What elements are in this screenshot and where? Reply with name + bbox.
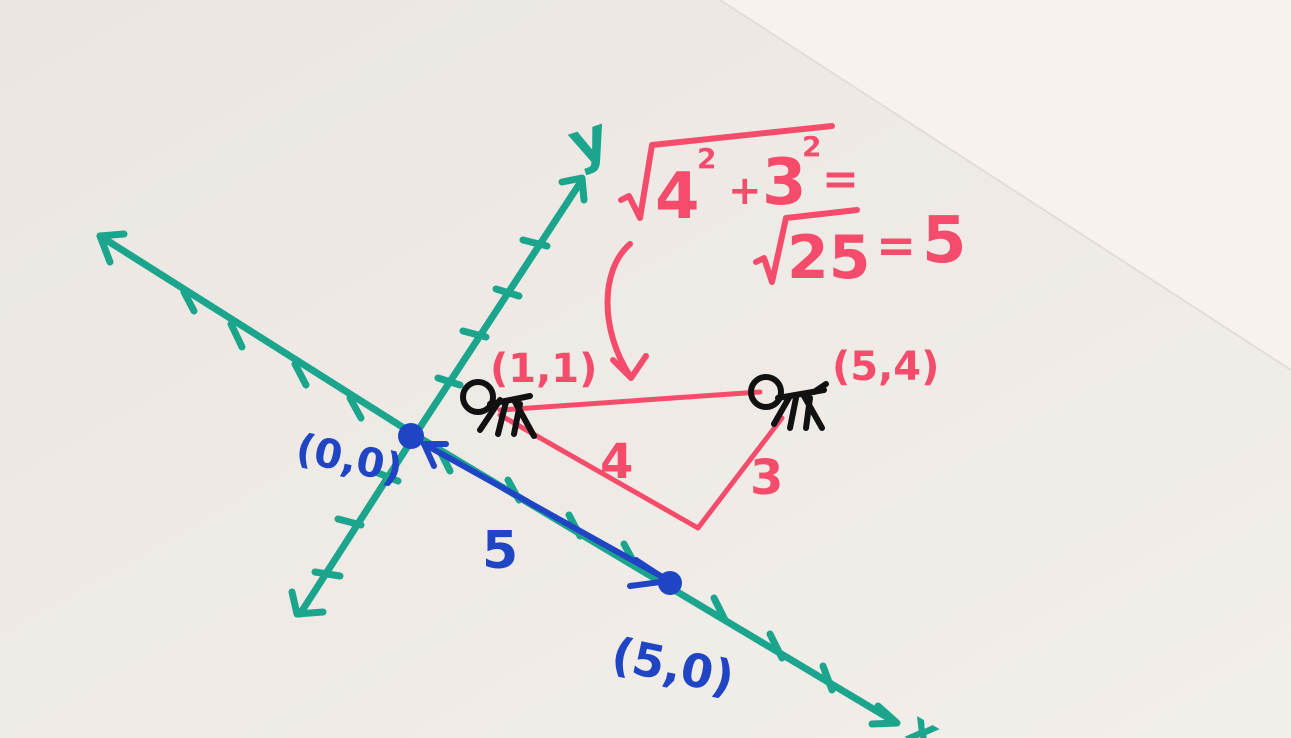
y-axis-arrow-top [558,174,588,204]
formula-radicand-25: 25 [787,223,871,293]
stick-figure-icon [460,379,537,439]
formula-term-3: 3 [762,146,807,220]
radical-sign-1 [618,123,835,221]
pythagorean-formula: 4 2 + 3 2 = 25 = 5 [618,123,967,293]
x-axis-arrow-right [868,702,901,728]
formula-exponent-b: 2 [802,130,821,163]
origin-dot [398,423,424,449]
formula-term-4: 4 [655,160,700,234]
formula-plus: + [728,168,762,214]
radical-sign-2 [753,207,860,285]
stick-figure-icon [748,374,829,431]
pointer-arrow [604,241,649,381]
formula-result: 5 [922,204,967,278]
formula-exponent-a: 2 [697,142,716,175]
formula-equals-1: = [822,154,859,205]
point-5-0-dot [658,571,682,595]
distance-label-5: 5 [482,521,518,581]
side-label-4: 4 [600,434,633,490]
hypotenuse [497,389,763,413]
side-label-3: 3 [750,450,783,506]
point-label-5-4: (5,4) [832,344,939,390]
y-axis-ticks [311,236,551,580]
leg-vertical [695,415,785,531]
y-axis-arrow-bottom [288,588,327,618]
point-label-1-1: (1,1) [490,346,597,392]
formula-equals-2: = [876,218,916,274]
paper-fold-edge [719,0,1291,371]
x-axis-arrow-left [96,230,128,266]
